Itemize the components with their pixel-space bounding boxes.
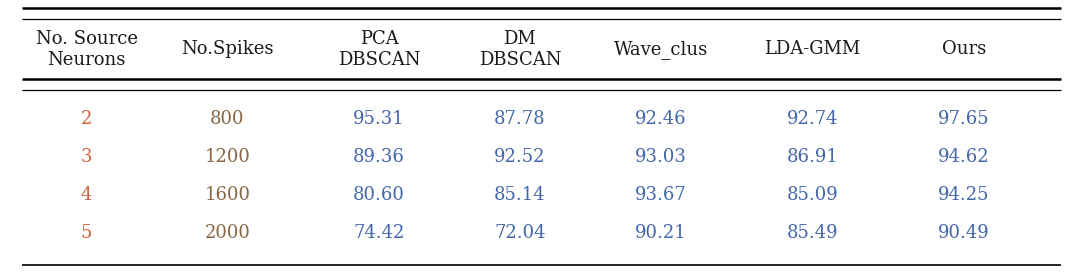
Text: 92.52: 92.52 bbox=[494, 148, 546, 166]
Text: 93.03: 93.03 bbox=[635, 148, 687, 166]
Text: 94.62: 94.62 bbox=[938, 148, 990, 166]
Text: 86.91: 86.91 bbox=[786, 148, 838, 166]
Text: LDA-GMM: LDA-GMM bbox=[765, 40, 860, 58]
Text: 72.04: 72.04 bbox=[494, 224, 546, 242]
Text: 80.60: 80.60 bbox=[353, 186, 405, 204]
Text: 93.67: 93.67 bbox=[635, 186, 687, 204]
Text: 85.09: 85.09 bbox=[786, 186, 838, 204]
Text: 1600: 1600 bbox=[205, 186, 250, 204]
Text: 4: 4 bbox=[81, 186, 92, 204]
Text: DM
DBSCAN: DM DBSCAN bbox=[479, 30, 561, 69]
Text: 97.65: 97.65 bbox=[938, 110, 990, 128]
Text: 92.46: 92.46 bbox=[635, 110, 687, 128]
Text: 87.78: 87.78 bbox=[494, 110, 546, 128]
Text: PCA
DBSCAN: PCA DBSCAN bbox=[338, 30, 420, 69]
Text: 90.21: 90.21 bbox=[635, 224, 687, 242]
Text: 90.49: 90.49 bbox=[938, 224, 990, 242]
Text: 5: 5 bbox=[81, 224, 92, 242]
Text: 94.25: 94.25 bbox=[938, 186, 990, 204]
Text: 85.49: 85.49 bbox=[786, 224, 838, 242]
Text: Wave_clus: Wave_clus bbox=[613, 40, 708, 59]
Text: 3: 3 bbox=[81, 148, 92, 166]
Text: 74.42: 74.42 bbox=[353, 224, 405, 242]
Text: 2000: 2000 bbox=[205, 224, 250, 242]
Text: 2: 2 bbox=[81, 110, 92, 128]
Text: 95.31: 95.31 bbox=[353, 110, 405, 128]
Text: No.Spikes: No.Spikes bbox=[181, 40, 274, 58]
Text: No. Source
Neurons: No. Source Neurons bbox=[36, 30, 138, 69]
Text: 85.14: 85.14 bbox=[494, 186, 546, 204]
Text: 800: 800 bbox=[210, 110, 245, 128]
Text: 1200: 1200 bbox=[205, 148, 250, 166]
Text: 92.74: 92.74 bbox=[786, 110, 838, 128]
Text: 89.36: 89.36 bbox=[353, 148, 405, 166]
Text: Ours: Ours bbox=[942, 40, 986, 58]
